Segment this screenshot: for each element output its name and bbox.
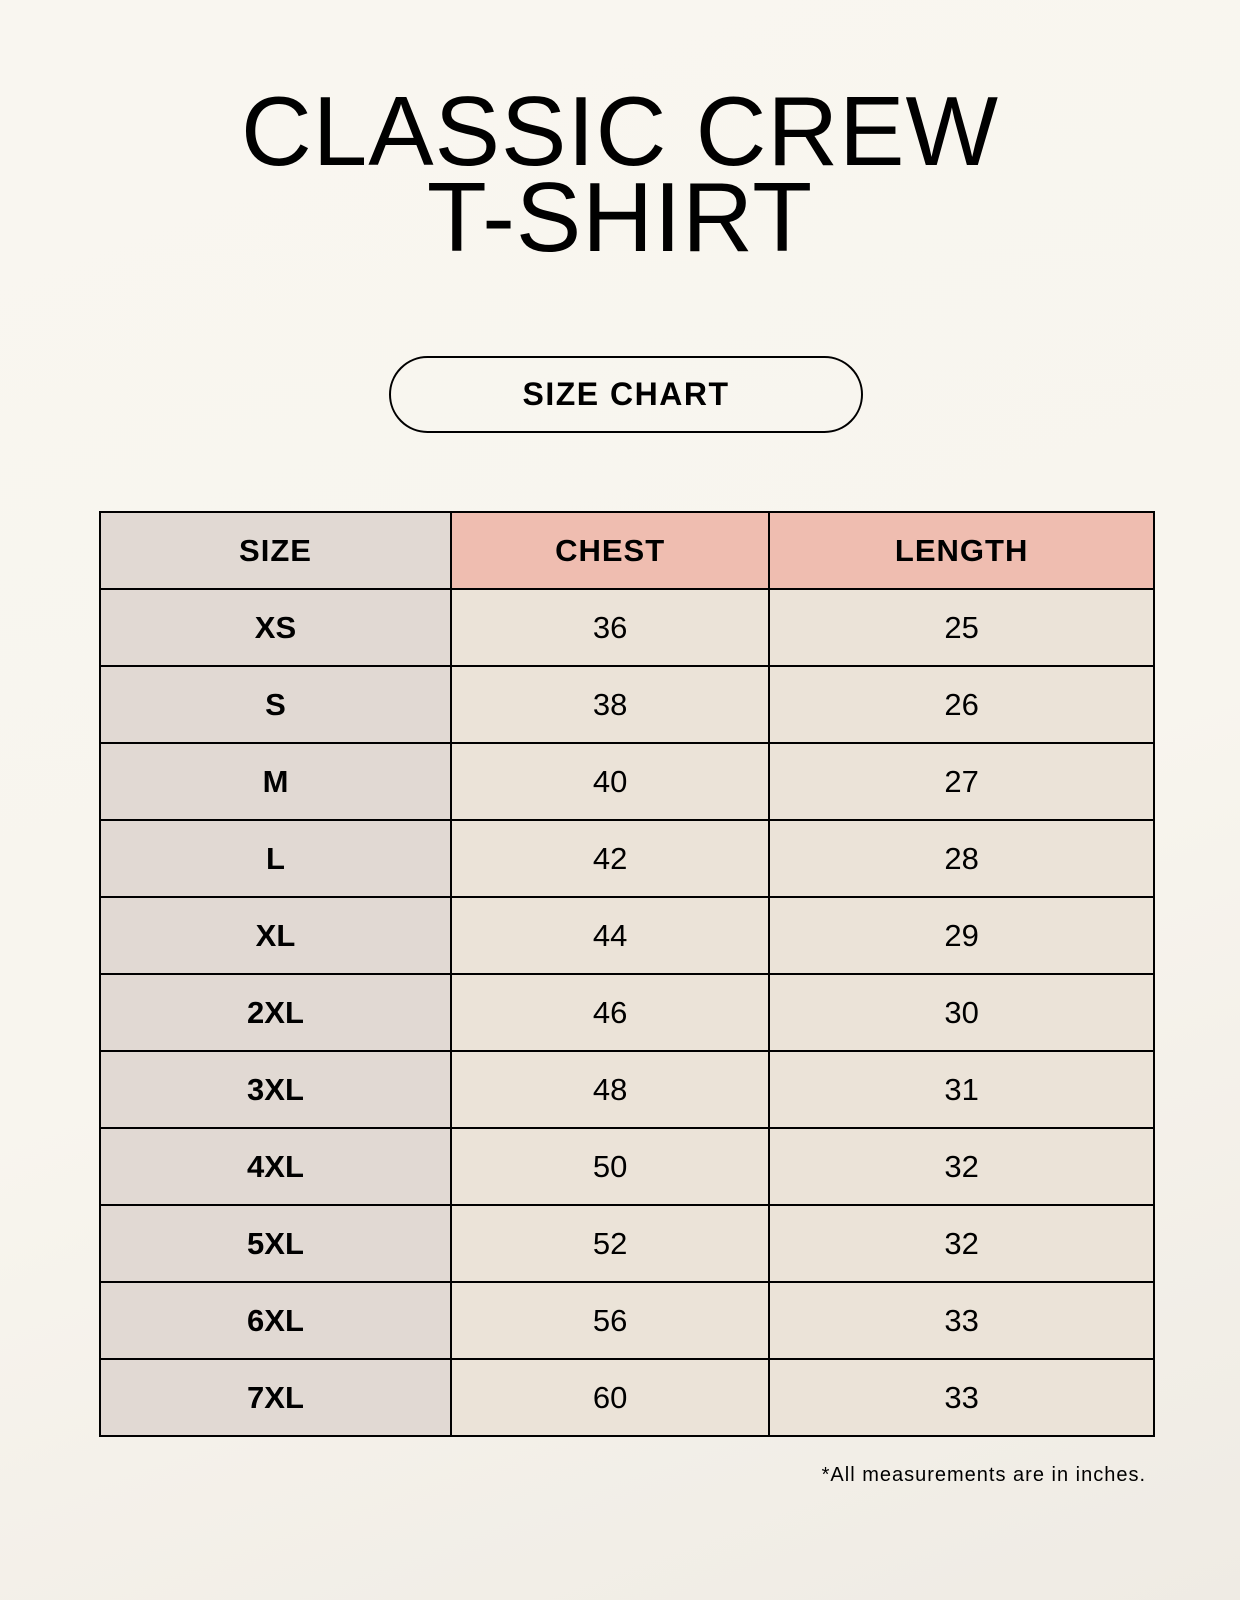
length-cell: 29 [768, 896, 1155, 975]
chest-cell: 48 [449, 1050, 771, 1129]
chest-cell: 52 [449, 1204, 771, 1283]
length-cell: 27 [768, 742, 1155, 821]
size-cell: XS [99, 588, 452, 667]
chest-cell: 36 [449, 588, 771, 667]
table-header-row: SIZE CHEST LENGTH [99, 511, 1155, 590]
table-row: 7XL 60 33 [99, 1358, 1155, 1437]
table-row: 4XL 50 32 [99, 1127, 1155, 1206]
table-row: M 40 27 [99, 742, 1155, 821]
table-row: 6XL 56 33 [99, 1281, 1155, 1360]
length-cell: 30 [768, 973, 1155, 1052]
table-row: S 38 26 [99, 665, 1155, 744]
header-size: SIZE [99, 511, 452, 590]
size-cell: 3XL [99, 1050, 452, 1129]
title-line-1: CLASSIC CREW [240, 76, 999, 186]
size-cell: S [99, 665, 452, 744]
table-row: L 42 28 [99, 819, 1155, 898]
page-title: CLASSIC CREW T-SHIRT [0, 76, 1240, 272]
length-cell: 32 [768, 1127, 1155, 1206]
table-row: 3XL 48 31 [99, 1050, 1155, 1129]
chest-cell: 56 [449, 1281, 771, 1360]
footnote: *All measurements are in inches. [821, 1464, 1146, 1486]
length-cell: 32 [768, 1204, 1155, 1283]
chest-cell: 60 [449, 1358, 771, 1437]
size-cell: L [99, 819, 452, 898]
size-cell: 4XL [99, 1127, 452, 1206]
chest-cell: 44 [449, 896, 771, 975]
chest-cell: 38 [449, 665, 771, 744]
header-chest: CHEST [449, 511, 771, 590]
chest-cell: 42 [449, 819, 771, 898]
chest-cell: 40 [449, 742, 771, 821]
chest-cell: 50 [449, 1127, 771, 1206]
size-cell: M [99, 742, 452, 821]
size-chart-badge: SIZE CHART [389, 356, 863, 433]
table-row: 2XL 46 30 [99, 973, 1155, 1052]
size-cell: 6XL [99, 1281, 452, 1360]
length-cell: 33 [768, 1281, 1155, 1360]
length-cell: 31 [768, 1050, 1155, 1129]
title-line-2: T-SHIRT [426, 162, 814, 272]
table-row: 5XL 52 32 [99, 1204, 1155, 1283]
table-row: XS 36 25 [99, 588, 1155, 667]
size-cell: 5XL [99, 1204, 452, 1283]
header-length: LENGTH [768, 511, 1155, 590]
chest-cell: 46 [449, 973, 771, 1052]
table-row: XL 44 29 [99, 896, 1155, 975]
length-cell: 28 [768, 819, 1155, 898]
size-table: SIZE CHEST LENGTH XS 36 25 S 38 26 M 40 27 L 42 28 X… [99, 511, 1155, 1437]
size-cell: 2XL [99, 973, 452, 1052]
size-cell: 7XL [99, 1358, 452, 1437]
length-cell: 25 [768, 588, 1155, 667]
size-cell: XL [99, 896, 452, 975]
length-cell: 33 [768, 1358, 1155, 1437]
length-cell: 26 [768, 665, 1155, 744]
